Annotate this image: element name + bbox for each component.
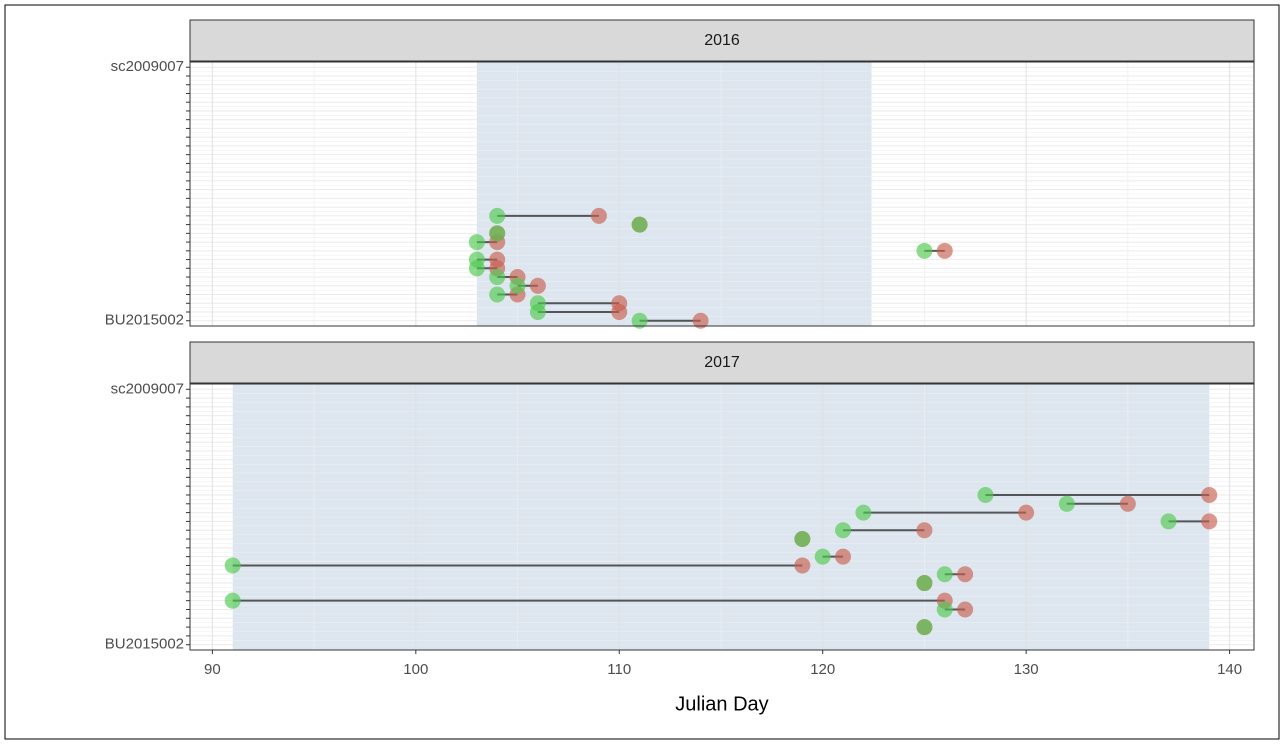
point (224, 592, 241, 609)
point (835, 548, 852, 565)
point (468, 234, 485, 251)
point (794, 557, 811, 574)
point (1018, 504, 1035, 521)
point (631, 216, 648, 233)
x-axis-title: Julian Day (675, 693, 768, 715)
strip-title: 2017 (704, 354, 740, 371)
point (1119, 495, 1136, 512)
point (977, 486, 994, 503)
strip (189, 341, 1255, 384)
point (1201, 486, 1218, 503)
point (916, 242, 933, 259)
point (489, 251, 506, 268)
point (916, 619, 933, 636)
y-tick-label: BU2015002 (105, 636, 184, 653)
point (489, 207, 506, 224)
point (489, 269, 506, 286)
point (794, 531, 811, 548)
point (916, 575, 933, 592)
strip (189, 19, 1255, 62)
point (957, 566, 974, 583)
point (936, 601, 953, 618)
point (1058, 495, 1075, 512)
point (590, 207, 607, 224)
point (489, 225, 506, 242)
point (936, 566, 953, 583)
point (509, 277, 526, 294)
point (1201, 513, 1218, 530)
x-tick-label: 100 (403, 661, 428, 678)
point (855, 504, 872, 521)
y-tick-label: BU2015002 (105, 312, 184, 329)
point (529, 277, 546, 294)
strip-title: 2016 (704, 32, 740, 49)
point (224, 557, 241, 574)
point (529, 295, 546, 312)
point (611, 295, 628, 312)
x-tick-label: 120 (810, 661, 835, 678)
x-tick-label: 90 (204, 661, 221, 678)
point (835, 522, 852, 539)
point (489, 286, 506, 303)
point (692, 312, 709, 329)
point (916, 522, 933, 539)
point (1160, 513, 1177, 530)
x-tick-label: 140 (1217, 661, 1242, 678)
panel-border (189, 61, 1255, 327)
y-tick-label: sc2009007 (111, 380, 184, 397)
x-tick-label: 130 (1014, 661, 1039, 678)
point (936, 242, 953, 259)
point (814, 548, 831, 565)
x-tick-label: 110 (607, 661, 631, 678)
panel-border (189, 383, 1255, 651)
point (468, 251, 485, 268)
point (631, 312, 648, 329)
y-tick-label: sc2009007 (111, 58, 184, 75)
point (957, 601, 974, 618)
